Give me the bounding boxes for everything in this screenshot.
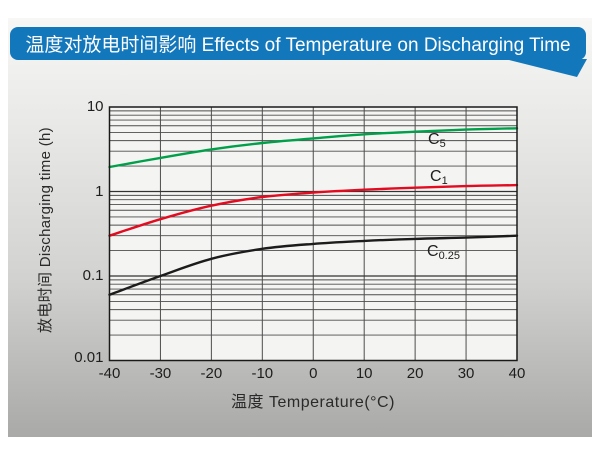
x-tick-label: 30 xyxy=(457,365,475,382)
curve-c5 xyxy=(108,127,519,169)
x-tick-label: -10 xyxy=(251,365,274,382)
x-tick-label: 20 xyxy=(406,365,424,382)
chart-title-banner: 温度对放电时间影响 Effects of Temperature on Disc… xyxy=(10,27,586,60)
x-tick-label: 0 xyxy=(309,365,318,382)
y-tick-label: 1 xyxy=(95,182,104,200)
x-tick-label: -40 xyxy=(98,365,121,382)
y-axis-title: 放电时间 Discharging time (h) xyxy=(37,127,54,333)
series-label-c1: C1 xyxy=(430,168,448,188)
x-tick-label: 10 xyxy=(355,365,373,382)
x-tick-label: -30 xyxy=(149,365,172,382)
series-label-c0-25: C0.25 xyxy=(427,243,460,263)
chart-title: 温度对放电时间影响 Effects of Temperature on Disc… xyxy=(25,35,571,56)
y-tick-label: 0.1 xyxy=(82,267,104,284)
series-label-c5: C5 xyxy=(428,131,446,151)
x-tick-label: -20 xyxy=(200,365,223,382)
y-tick-label: 0.01 xyxy=(74,348,104,366)
curve-c1 xyxy=(108,183,519,237)
curve-c0.25 xyxy=(108,234,519,296)
x-axis-title: 温度 Temperature(°C) xyxy=(231,394,395,411)
plot-border xyxy=(108,106,518,362)
y-tick-label: 10 xyxy=(86,98,104,115)
x-tick-label: 40 xyxy=(508,365,526,382)
